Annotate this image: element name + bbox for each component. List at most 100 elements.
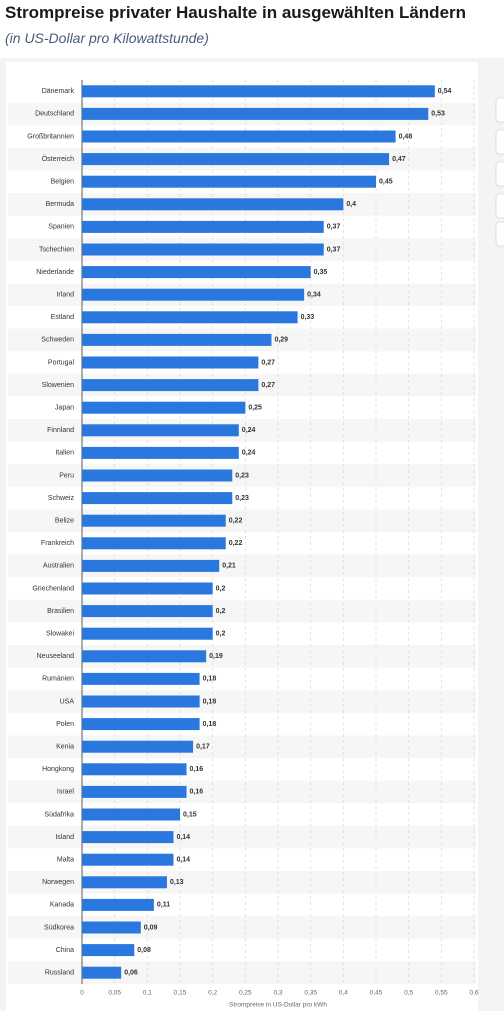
value-label: 0,19 bbox=[209, 653, 223, 660]
tool-button[interactable] bbox=[495, 97, 504, 123]
value-label: 0,18 bbox=[203, 698, 217, 705]
bar bbox=[82, 107, 429, 120]
row-band bbox=[8, 780, 476, 804]
tool-button[interactable] bbox=[495, 161, 504, 187]
bar bbox=[82, 220, 324, 233]
value-label: 0,4 bbox=[346, 201, 356, 208]
row-band bbox=[8, 735, 476, 758]
value-label: 0,54 bbox=[438, 88, 452, 95]
bar bbox=[82, 198, 344, 211]
chart-panel bbox=[6, 62, 478, 1011]
y-tick-label: Kenia bbox=[56, 744, 74, 751]
y-tick-label: Polen bbox=[56, 721, 74, 728]
y-tick-label: Brasilien bbox=[47, 608, 74, 615]
bar bbox=[82, 537, 226, 550]
y-tick-label: Bermuda bbox=[46, 201, 75, 208]
x-tick-label: 0,5 bbox=[404, 990, 413, 997]
value-label: 0,53 bbox=[431, 111, 445, 118]
row-band bbox=[8, 645, 476, 668]
y-tick-label: Österreich bbox=[42, 155, 74, 163]
value-label: 0,17 bbox=[196, 744, 210, 751]
bar bbox=[82, 311, 298, 324]
y-tick-label: Italien bbox=[55, 450, 74, 457]
value-label: 0,24 bbox=[242, 450, 256, 457]
bar bbox=[82, 333, 272, 346]
x-axis-title: Strompreise in US-Dollar pro kWh bbox=[229, 1002, 327, 1009]
bar bbox=[82, 740, 194, 753]
y-tick-label: Tschechien bbox=[39, 246, 74, 253]
y-tick-label: Malta bbox=[57, 857, 74, 864]
value-label: 0,22 bbox=[229, 518, 243, 525]
bar bbox=[82, 288, 305, 301]
tool-button[interactable] bbox=[495, 193, 504, 219]
x-tick-label: 0,3 bbox=[273, 990, 282, 997]
value-label: 0,16 bbox=[190, 789, 204, 796]
value-label: 0,09 bbox=[144, 924, 158, 931]
value-label: 0,11 bbox=[157, 902, 170, 909]
y-tick-label: Schweiz bbox=[48, 495, 75, 502]
value-label: 0,27 bbox=[261, 382, 275, 389]
value-label: 0,13 bbox=[170, 879, 184, 886]
value-label: 0,35 bbox=[314, 269, 328, 276]
y-tick-label: Portugal bbox=[48, 359, 75, 366]
bar bbox=[82, 605, 213, 618]
bar bbox=[82, 763, 187, 776]
value-label: 0,16 bbox=[190, 766, 204, 773]
x-tick-label: 0,25 bbox=[239, 990, 252, 997]
bar bbox=[82, 243, 324, 256]
y-tick-label: Neuseeland bbox=[37, 653, 74, 660]
bar bbox=[82, 672, 200, 685]
toolbar bbox=[495, 97, 504, 247]
x-tick-label: 0,6 bbox=[469, 990, 478, 997]
y-tick-label: Deutschland bbox=[35, 111, 74, 118]
y-tick-label: Kanada bbox=[50, 902, 74, 909]
value-label: 0,47 bbox=[392, 156, 406, 163]
bar bbox=[82, 808, 180, 821]
value-label: 0,23 bbox=[235, 472, 249, 479]
value-label: 0,18 bbox=[203, 721, 217, 728]
bar bbox=[82, 695, 200, 708]
y-tick-label: Russland bbox=[45, 970, 74, 977]
y-tick-label: Island bbox=[55, 834, 74, 841]
tool-button[interactable] bbox=[495, 129, 504, 155]
bar bbox=[82, 876, 167, 889]
value-label: 0,24 bbox=[242, 427, 256, 434]
value-label: 0,2 bbox=[216, 608, 226, 615]
bar bbox=[82, 469, 233, 482]
bar bbox=[82, 718, 200, 731]
value-label: 0,37 bbox=[327, 246, 341, 253]
x-tick-label: 0,35 bbox=[304, 990, 317, 997]
y-tick-label: Großbritannien bbox=[27, 133, 74, 140]
tool-button[interactable] bbox=[495, 221, 504, 247]
value-label: 0,06 bbox=[124, 970, 138, 977]
y-tick-label: China bbox=[56, 947, 74, 954]
bar bbox=[82, 446, 239, 459]
value-label: 0,45 bbox=[379, 179, 393, 186]
x-tick-label: 0,05 bbox=[108, 990, 121, 997]
x-tick-label: 0,2 bbox=[208, 990, 217, 997]
x-tick-label: 0,55 bbox=[435, 990, 448, 997]
bar bbox=[82, 785, 187, 798]
x-tick-label: 0,45 bbox=[370, 990, 383, 997]
y-tick-label: USA bbox=[60, 698, 75, 705]
y-tick-label: Israel bbox=[57, 789, 75, 796]
row-band bbox=[8, 961, 476, 984]
bar bbox=[82, 627, 213, 640]
bar bbox=[82, 266, 311, 279]
value-label: 0,15 bbox=[183, 811, 197, 818]
value-label: 0,2 bbox=[216, 585, 226, 592]
y-tick-label: Slowakei bbox=[46, 631, 74, 638]
y-tick-label: Rumänien bbox=[42, 676, 74, 683]
y-tick-label: Belgien bbox=[51, 179, 74, 186]
y-tick-label: Schweden bbox=[41, 337, 74, 344]
y-tick-label: Griechenland bbox=[32, 585, 74, 592]
chart-title: Strompreise privater Haushalte in ausgew… bbox=[5, 3, 467, 22]
value-label: 0,23 bbox=[235, 495, 249, 502]
value-label: 0,37 bbox=[327, 224, 341, 231]
bar bbox=[82, 514, 226, 527]
y-tick-label: Niederlande bbox=[36, 269, 74, 276]
value-label: 0,22 bbox=[229, 540, 243, 547]
row-band bbox=[8, 825, 476, 849]
bar bbox=[82, 853, 174, 866]
